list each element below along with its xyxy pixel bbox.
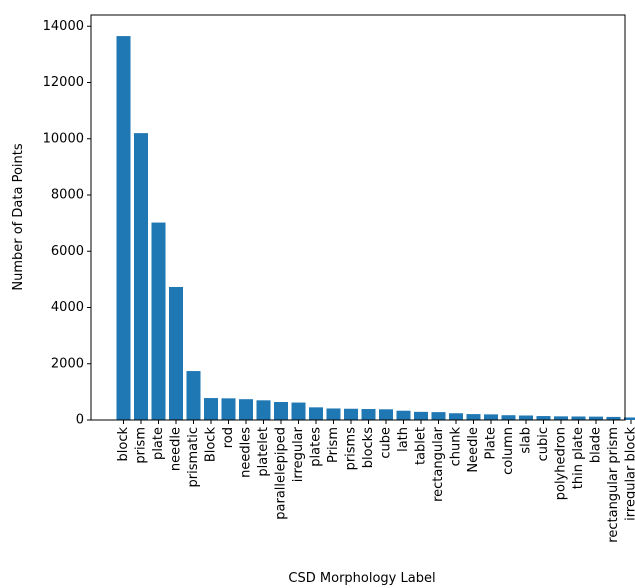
bar-rectangular-prism — [606, 416, 621, 420]
bar-Block — [204, 398, 218, 420]
bar-Prism — [326, 408, 341, 420]
x-tick-label: block — [116, 427, 131, 462]
x-tick-label: Needle — [466, 427, 481, 473]
x-tick-label: rectangular prism — [606, 427, 621, 543]
y-tick-label: 12000 — [43, 75, 84, 90]
bar-irregular — [291, 402, 306, 420]
bar-chunk — [449, 413, 463, 420]
bar-plates — [309, 407, 323, 420]
bar-prisms — [344, 408, 358, 420]
y-tick-label: 4000 — [51, 300, 84, 315]
y-tick-label: 2000 — [51, 356, 84, 371]
x-tick-label: plate — [151, 427, 166, 460]
x-axis-label: CSD Morphology Label — [288, 571, 435, 586]
x-tick-label: irregular block — [624, 427, 635, 521]
bar-prismatic — [186, 371, 201, 420]
bar-cubic — [536, 416, 551, 420]
bar-needle — [169, 286, 183, 420]
x-tick-label: thin plate — [571, 427, 586, 489]
x-tick-label: cube — [379, 427, 394, 459]
bar-prism — [134, 133, 148, 420]
x-tick-label: blocks — [361, 427, 376, 468]
x-tick-label: column — [501, 427, 516, 475]
bar-needles — [239, 399, 253, 420]
bar-blocks — [361, 409, 376, 420]
bar-block — [116, 36, 131, 420]
bar-rod — [221, 398, 236, 420]
x-tick-label: Prism — [326, 427, 341, 463]
y-tick-label: 10000 — [43, 131, 84, 146]
bar-column — [501, 415, 516, 420]
bar-tablet — [414, 411, 428, 420]
x-tick-label: irregular — [291, 426, 306, 482]
x-tick-label: parallelepiped — [274, 427, 289, 520]
bar-platelet — [256, 400, 271, 420]
x-tick-label: rectangular — [431, 426, 446, 502]
x-tick-label: prismatic — [186, 427, 201, 487]
y-axis: 0 2000 4000 6000 8000 10000 12000 14000 — [43, 19, 91, 428]
x-tick-label: Plate — [484, 427, 499, 460]
x-tick-label: tablet — [414, 427, 429, 465]
y-tick-label: 14000 — [43, 19, 84, 34]
y-tick-label: 6000 — [51, 244, 84, 259]
y-tick-label: 0 — [76, 413, 84, 428]
x-tick-label: prisms — [344, 427, 359, 471]
bar-lath — [396, 410, 411, 420]
bars-group — [116, 36, 635, 420]
x-tick-label: plates — [309, 427, 324, 467]
bar-thin-plate — [571, 416, 586, 420]
bar-plate — [151, 222, 166, 420]
bar-Needle — [466, 414, 481, 420]
x-tick-label: lath — [396, 427, 411, 452]
bar-Plate — [484, 414, 498, 420]
bar-rectangular — [431, 412, 446, 420]
x-tick-label: needles — [239, 427, 254, 478]
x-tick-label: slab — [519, 427, 534, 454]
x-tick-label: cubic — [536, 427, 551, 461]
x-tick-label: chunk — [449, 427, 464, 467]
x-tick-label: Block — [204, 427, 219, 463]
x-tick-label: prism — [134, 427, 149, 464]
x-tick-label: blade — [589, 427, 604, 463]
y-axis-label: Number of Data Points — [11, 143, 26, 290]
x-tick-label: polyhedron — [554, 427, 569, 500]
bar-cube — [379, 409, 393, 420]
x-tick-label: needle — [169, 427, 184, 471]
plot-frame — [90, 14, 626, 421]
bar-parallelepiped — [274, 402, 288, 420]
bar-polyhedron — [554, 416, 568, 420]
x-tick-label: rod — [221, 427, 236, 448]
bar-slab — [519, 415, 533, 420]
x-tick-label: platelet — [256, 427, 271, 477]
y-tick-label: 8000 — [51, 188, 84, 203]
bar-blade — [589, 416, 603, 420]
bar-irregular-block — [624, 417, 635, 420]
x-axis: block prism plate needle prismatic Block rod ne… — [116, 420, 635, 543]
